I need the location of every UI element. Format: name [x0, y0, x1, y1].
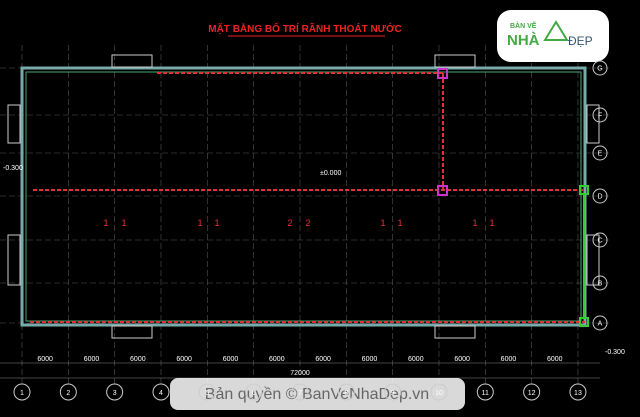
axis-bubble [59, 383, 77, 401]
dimension-label: 6000 [315, 356, 331, 363]
dimension-label: 6000 [362, 356, 378, 363]
axis-bubble [291, 383, 309, 401]
dimension-label: 6000 [408, 356, 424, 363]
axis-label: 7 [298, 390, 302, 397]
axis-bubble [592, 232, 608, 248]
axis-bubble [592, 60, 608, 76]
axis-label: 10 [435, 390, 443, 397]
axis-bubble [592, 188, 608, 204]
level-label: -0.300 [3, 165, 23, 172]
axis-bubble [523, 383, 541, 401]
axis-bubble [198, 383, 216, 401]
axis-bubble [106, 383, 124, 401]
logo-box [497, 10, 609, 62]
zone-mark: 2 [305, 218, 310, 228]
axis-bubble [337, 383, 355, 401]
axis-label: 8 [344, 390, 348, 397]
axis-bubble [569, 383, 587, 401]
level-label: ±0.000 [320, 170, 341, 177]
axis-label: D [597, 194, 602, 201]
zone-mark: 1 [489, 218, 494, 228]
axis-label: G [597, 66, 602, 73]
axis-label: 13 [574, 390, 582, 397]
manhole [437, 185, 448, 196]
dimension-label: 6000 [176, 356, 192, 363]
dimension-label: 6000 [130, 356, 146, 363]
axis-bubble [152, 383, 170, 401]
axis-label: A [598, 321, 603, 328]
door [586, 104, 600, 144]
axis-label: 9 [391, 390, 395, 397]
axis-bubble [384, 383, 402, 401]
axis-label: F [598, 113, 602, 120]
axis-bubble [592, 315, 608, 331]
zone-mark: 1 [121, 218, 126, 228]
door [434, 54, 476, 68]
axis-label: 6 [252, 390, 256, 397]
axis-bubble [13, 383, 31, 401]
copyright-box [170, 378, 465, 410]
logo-side: ĐẸP [568, 34, 593, 48]
axis-bubble [430, 383, 448, 401]
total-dimension: 72000 [290, 370, 310, 377]
door [111, 325, 153, 339]
axis-label: 5 [205, 390, 209, 397]
zone-mark: 2 [287, 218, 292, 228]
doors [7, 54, 600, 339]
axis-bubble [245, 383, 263, 401]
zone-mark: 1 [397, 218, 402, 228]
axis-label: 3 [113, 390, 117, 397]
trenches [30, 72, 585, 323]
drawing-title: MẶT BẰNG BỐ TRÍ RÃNH THOÁT NƯỚC [208, 21, 401, 35]
axis-bubble [592, 145, 608, 161]
logo-top: BẢN VẼ [510, 21, 537, 30]
dimension-label: 6000 [37, 356, 53, 363]
axis-label: 4 [159, 390, 163, 397]
axis-label: B [598, 281, 603, 288]
copyright: Bản quyền © BanVeNhaDep.vn [205, 386, 429, 403]
door [111, 54, 153, 68]
axis-bubble [592, 107, 608, 123]
door [7, 104, 21, 144]
axis-label: 2 [66, 390, 70, 397]
axis-bubble [476, 383, 494, 401]
axis-label: E [598, 151, 603, 158]
dimension-label: 6000 [269, 356, 285, 363]
zone-mark: 1 [103, 218, 108, 228]
dimension-label: 6000 [84, 356, 100, 363]
manhole [437, 68, 448, 79]
logo-main: NHÀ [507, 32, 540, 49]
logo-house [543, 20, 569, 41]
zone-mark: 1 [214, 218, 219, 228]
axis-label: 1 [20, 390, 24, 397]
door [7, 234, 21, 286]
dimension-label: 6000 [223, 356, 239, 363]
axis-label: C [597, 238, 602, 245]
door [434, 325, 476, 339]
axis-bubble [592, 275, 608, 291]
zone-mark: 1 [380, 218, 385, 228]
dimension-label: 6000 [501, 356, 517, 363]
zone-mark: 1 [197, 218, 202, 228]
dimension-label: 6000 [547, 356, 563, 363]
level-label: -0.300 [605, 349, 625, 356]
zone-mark: 1 [472, 218, 477, 228]
dimension-label: 6000 [454, 356, 470, 363]
axis-label: 11 [482, 390, 489, 397]
axis-label: 12 [528, 390, 536, 397]
